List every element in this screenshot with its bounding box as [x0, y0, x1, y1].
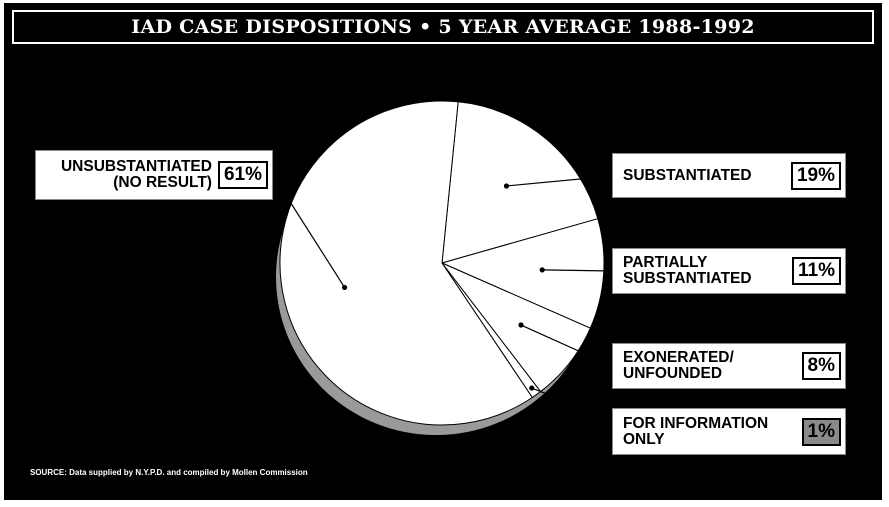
label-exonerated-line2: UNFOUNDED	[623, 365, 723, 382]
leader-line	[542, 269, 613, 272]
pct-info-only: 1%	[801, 417, 841, 446]
label-partially-line1: PARTIALLY	[623, 254, 708, 271]
leader-dot	[529, 385, 535, 391]
leader-line	[506, 175, 613, 187]
leader-line	[272, 174, 346, 288]
label-unsubstantiated-line1: UNSUBSTANTIATED	[60, 158, 212, 175]
pie-slice-unsubstantiated-no-result	[279, 100, 533, 426]
label-unsubstantiated: UNSUBSTANTIATED (NO RESULT) 61%	[35, 150, 273, 200]
label-substantiated: SUBSTANTIATED 19%	[612, 153, 846, 198]
pie-slice-partially-substantiated	[440, 218, 605, 329]
label-substantiated-line1: SUBSTANTIATED	[623, 166, 752, 184]
chart-title: IAD CASE DISPOSITIONS • 5 YEAR AVERAGE 1…	[12, 10, 874, 44]
source-note: SOURCE: Data supplied by N.Y.P.D. and co…	[30, 468, 308, 477]
pct-partially: 11%	[792, 257, 841, 285]
label-exonerated: EXONERATED/ UNFOUNDED 8%	[612, 343, 846, 389]
label-partially-line2: SUBSTANTIATED	[623, 270, 752, 287]
label-info-only: FOR INFORMATION ONLY 1%	[612, 408, 846, 455]
leader-dot	[503, 183, 510, 189]
leader-dot	[539, 267, 545, 273]
label-info-line2: ONLY	[623, 430, 665, 448]
pie-slice-substantiated	[441, 101, 599, 264]
leader-line	[520, 324, 613, 367]
pct-substantiated: 19%	[790, 161, 841, 190]
leader-dot	[341, 284, 348, 291]
label-unsubstantiated-line2: (NO RESULT)	[113, 174, 212, 191]
leader-dot	[518, 322, 524, 328]
label-info-line1: FOR INFORMATION	[623, 414, 769, 432]
pct-exonerated: 8%	[801, 352, 841, 380]
leader-line	[531, 387, 613, 421]
pct-unsubstantiated: 61%	[217, 161, 268, 189]
label-exonerated-line1: EXONERATED/	[623, 349, 734, 366]
label-partially-substantiated: PARTIALLY SUBSTANTIATED 11%	[612, 248, 846, 294]
